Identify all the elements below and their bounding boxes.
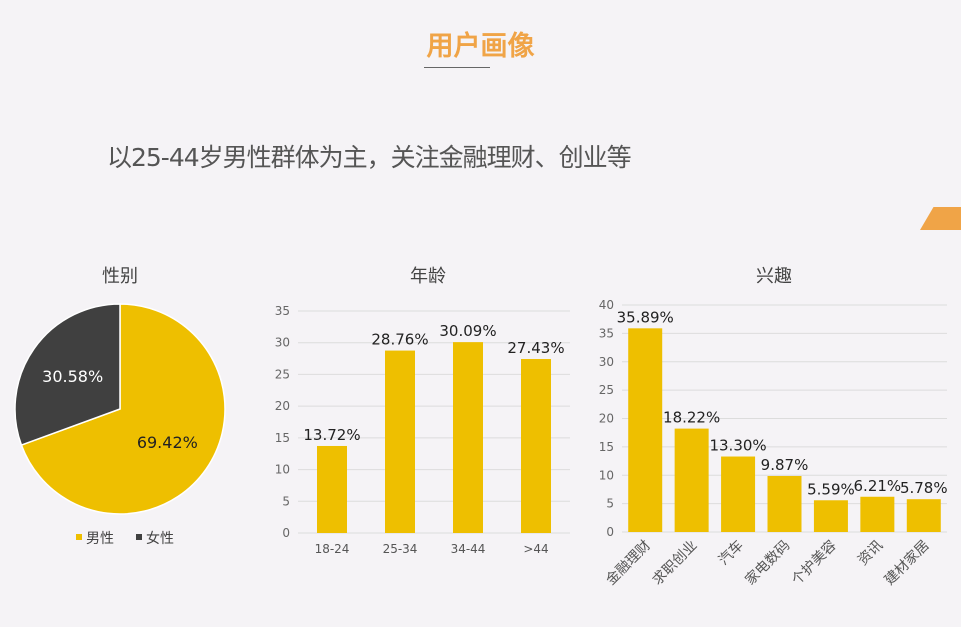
bar	[453, 342, 483, 533]
data-label: 28.76%	[371, 331, 428, 349]
y-tick-label: 10	[275, 463, 290, 477]
data-label: 13.72%	[303, 426, 360, 444]
x-tick-label: 求职创业	[650, 538, 701, 589]
pie-title: 性别	[102, 266, 138, 287]
bar	[674, 428, 709, 532]
x-tick-label: 25-34	[383, 542, 418, 556]
bar	[813, 500, 848, 532]
legend-label-0: 男性	[86, 531, 114, 547]
legend-swatch-1	[136, 534, 142, 540]
data-label: 30.09%	[439, 322, 496, 340]
y-tick-label: 30	[599, 355, 614, 369]
y-tick-label: 15	[599, 440, 614, 454]
data-label: 9.87%	[761, 456, 809, 474]
title-divider	[424, 67, 490, 68]
x-tick-label: 个护美容	[788, 537, 840, 589]
y-tick-label: 20	[599, 412, 614, 426]
data-label: 6.21%	[854, 477, 902, 495]
bar	[628, 328, 663, 532]
data-label: 35.89%	[617, 308, 674, 326]
bar	[317, 445, 347, 533]
x-tick-label: 家电数码	[742, 537, 794, 589]
data-label: 5.78%	[900, 479, 948, 497]
data-label: 27.43%	[507, 339, 564, 357]
y-tick-label: 5	[606, 497, 614, 511]
data-label: 18.22%	[663, 409, 720, 427]
data-label: 5.59%	[807, 480, 855, 498]
x-tick-label: 资讯	[855, 538, 886, 569]
bar	[860, 496, 895, 532]
x-tick-label: 34-44	[451, 542, 486, 556]
page-title: 用户画像	[426, 31, 535, 62]
bar	[906, 499, 941, 532]
corner-decoration	[920, 207, 961, 230]
pie-slice-1	[14, 303, 121, 447]
bar	[767, 475, 802, 532]
x-tick-label: 金融理财	[603, 538, 654, 589]
pie-slice-0	[20, 303, 226, 515]
y-tick-label: 40	[599, 298, 614, 312]
bar	[521, 359, 551, 533]
bar-title: 兴趣	[756, 266, 792, 287]
y-tick-label: 30	[275, 336, 290, 350]
y-tick-label: 35	[599, 326, 614, 340]
bar-title: 年龄	[410, 266, 446, 287]
y-tick-label: 0	[606, 525, 614, 539]
x-tick-label: 汽车	[715, 537, 747, 569]
legend-label-1: 女性	[146, 530, 174, 547]
x-tick-label: >44	[523, 542, 548, 556]
pie-label-1: 30.58%	[42, 367, 103, 386]
y-tick-label: 15	[275, 431, 290, 445]
y-tick-label: 5	[282, 494, 290, 508]
y-tick-label: 35	[275, 304, 290, 318]
y-tick-label: 20	[275, 399, 290, 413]
pie-label-0: 69.42%	[137, 433, 198, 452]
bar	[385, 350, 415, 533]
data-label: 13.30%	[709, 437, 766, 455]
y-tick-label: 10	[599, 468, 614, 482]
x-tick-label: 18-24	[315, 542, 350, 556]
y-tick-label: 25	[599, 383, 614, 397]
y-tick-label: 25	[275, 367, 290, 381]
y-tick-label: 0	[282, 526, 290, 540]
bar	[721, 456, 756, 532]
x-tick-label: 建材家居	[881, 537, 933, 589]
legend-swatch-0	[76, 534, 82, 540]
page-subtitle: 以25-44岁男性群体为主，关注金融理财、创业等	[107, 143, 632, 172]
